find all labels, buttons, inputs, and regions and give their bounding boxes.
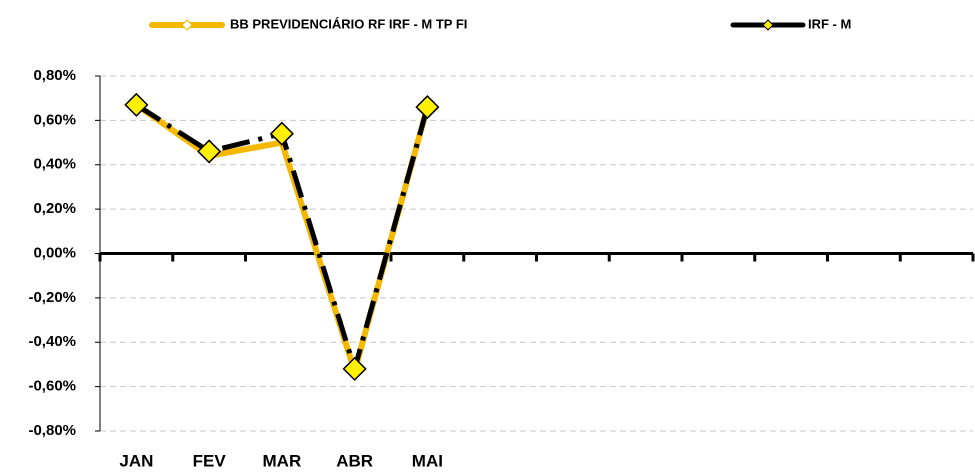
x-tick-label: JAN bbox=[119, 451, 153, 470]
y-tick-label: -0,40% bbox=[28, 333, 76, 350]
marker bbox=[342, 356, 367, 381]
y-tick-label: 0,40% bbox=[33, 156, 76, 173]
y-tick-label: 0,80% bbox=[33, 67, 76, 84]
marker bbox=[415, 95, 440, 120]
x-tick-label: MAI bbox=[412, 451, 443, 470]
marker bbox=[269, 121, 294, 146]
legend-marker bbox=[181, 19, 193, 31]
marker bbox=[197, 139, 222, 164]
x-tick-label: ABR bbox=[336, 451, 373, 470]
y-tick-label: 0,20% bbox=[33, 200, 76, 217]
y-tick-label: -0,60% bbox=[28, 378, 76, 395]
y-tick-label: -0,20% bbox=[28, 289, 76, 306]
marker bbox=[124, 92, 149, 117]
y-tick-label: 0,00% bbox=[33, 244, 76, 261]
x-tick-label: FEV bbox=[193, 451, 227, 470]
y-tick-label: 0,60% bbox=[33, 111, 76, 128]
legend-label: IRF - M bbox=[808, 16, 851, 31]
x-tick-label: MAR bbox=[263, 451, 302, 470]
y-tick-label: -0,80% bbox=[28, 422, 76, 439]
legend-label: BB PREVIDENCIÁRIO RF IRF - M TP FI bbox=[230, 16, 467, 31]
legend-marker bbox=[762, 19, 774, 31]
